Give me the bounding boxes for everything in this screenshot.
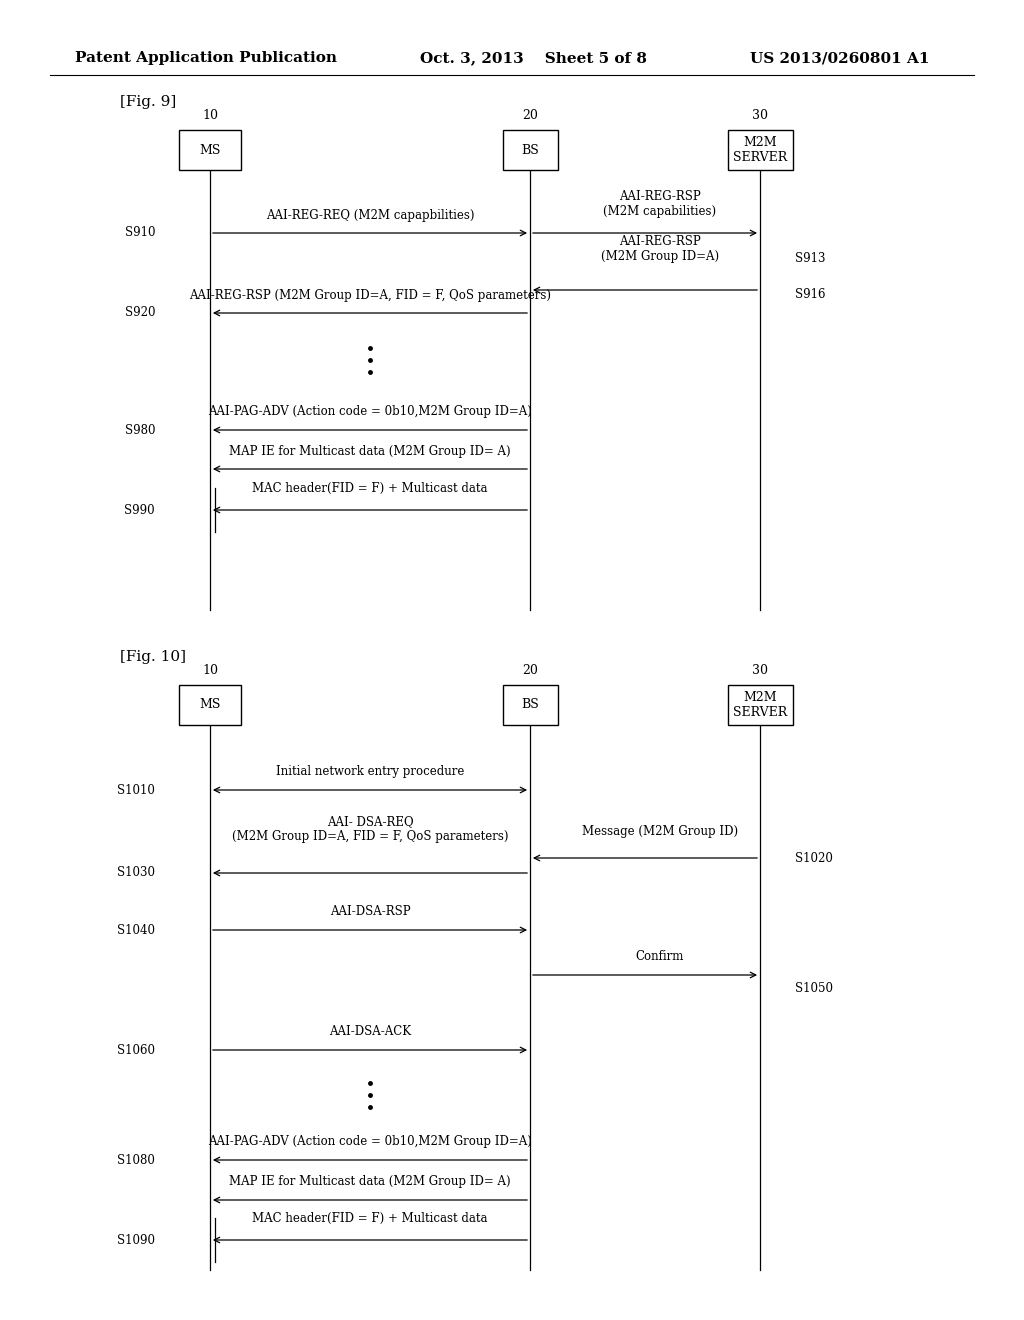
Text: AAI-REG-RSP (M2M Group ID=A, FID = F, QoS parameters): AAI-REG-RSP (M2M Group ID=A, FID = F, Qo… — [189, 289, 551, 302]
Text: 20: 20 — [522, 110, 538, 121]
Text: MAP IE for Multicast data (M2M Group ID= A): MAP IE for Multicast data (M2M Group ID=… — [229, 445, 511, 458]
Bar — [179, 129, 241, 170]
Text: M2M
SERVER: M2M SERVER — [733, 136, 787, 164]
Text: MAC header(FID = F) + Multicast data: MAC header(FID = F) + Multicast data — [252, 482, 487, 495]
Text: AAI-REG-RSP
(M2M capabilities): AAI-REG-RSP (M2M capabilities) — [603, 190, 717, 218]
Text: MS: MS — [200, 144, 221, 157]
Text: MS: MS — [200, 698, 221, 711]
Text: BS: BS — [521, 698, 539, 711]
Text: Message (M2M Group ID): Message (M2M Group ID) — [582, 825, 738, 838]
Text: AAI- DSA-REQ
(M2M Group ID=A, FID = F, QoS parameters): AAI- DSA-REQ (M2M Group ID=A, FID = F, Q… — [231, 814, 508, 843]
Bar — [179, 685, 241, 725]
Bar — [503, 685, 557, 725]
Text: S1060: S1060 — [117, 1044, 155, 1056]
Text: US 2013/0260801 A1: US 2013/0260801 A1 — [750, 51, 930, 65]
Text: AAI-REG-RSP
(M2M Group ID=A): AAI-REG-RSP (M2M Group ID=A) — [601, 235, 719, 263]
Text: S916: S916 — [795, 289, 825, 301]
Text: AAI-PAG-ADV (Action code = 0b10,M2M Group ID=A): AAI-PAG-ADV (Action code = 0b10,M2M Grou… — [208, 405, 531, 418]
Text: S1010: S1010 — [117, 784, 155, 796]
Text: S1030: S1030 — [117, 866, 155, 879]
Text: Confirm: Confirm — [636, 950, 684, 964]
Text: S1090: S1090 — [117, 1233, 155, 1246]
Text: S1020: S1020 — [795, 851, 833, 865]
Text: MAP IE for Multicast data (M2M Group ID= A): MAP IE for Multicast data (M2M Group ID=… — [229, 1175, 511, 1188]
Text: AAI-DSA-RSP: AAI-DSA-RSP — [330, 906, 411, 917]
Text: Oct. 3, 2013    Sheet 5 of 8: Oct. 3, 2013 Sheet 5 of 8 — [420, 51, 647, 65]
Text: AAI-PAG-ADV (Action code = 0b10,M2M Group ID=A): AAI-PAG-ADV (Action code = 0b10,M2M Grou… — [208, 1135, 531, 1148]
Text: BS: BS — [521, 144, 539, 157]
Text: 10: 10 — [202, 110, 218, 121]
Text: M2M
SERVER: M2M SERVER — [733, 692, 787, 719]
Text: S1040: S1040 — [117, 924, 155, 936]
Bar — [727, 685, 793, 725]
Text: Patent Application Publication: Patent Application Publication — [75, 51, 337, 65]
Text: S910: S910 — [125, 227, 155, 239]
Text: S1050: S1050 — [795, 982, 833, 994]
Text: 30: 30 — [752, 664, 768, 677]
Text: 10: 10 — [202, 664, 218, 677]
Bar — [727, 129, 793, 170]
Text: [Fig. 10]: [Fig. 10] — [120, 649, 186, 664]
Text: MAC header(FID = F) + Multicast data: MAC header(FID = F) + Multicast data — [252, 1212, 487, 1225]
Text: S913: S913 — [795, 252, 825, 264]
Text: S980: S980 — [125, 424, 155, 437]
Bar — [503, 129, 557, 170]
Text: AAI-REG-REQ (M2M capapbilities): AAI-REG-REQ (M2M capapbilities) — [266, 209, 474, 222]
Text: Initial network entry procedure: Initial network entry procedure — [275, 766, 464, 777]
Text: 30: 30 — [752, 110, 768, 121]
Text: S1080: S1080 — [117, 1154, 155, 1167]
Text: [Fig. 9]: [Fig. 9] — [120, 95, 176, 110]
Text: S990: S990 — [124, 503, 155, 516]
Text: AAI-DSA-ACK: AAI-DSA-ACK — [329, 1026, 411, 1038]
Text: 20: 20 — [522, 664, 538, 677]
Text: S920: S920 — [125, 306, 155, 319]
